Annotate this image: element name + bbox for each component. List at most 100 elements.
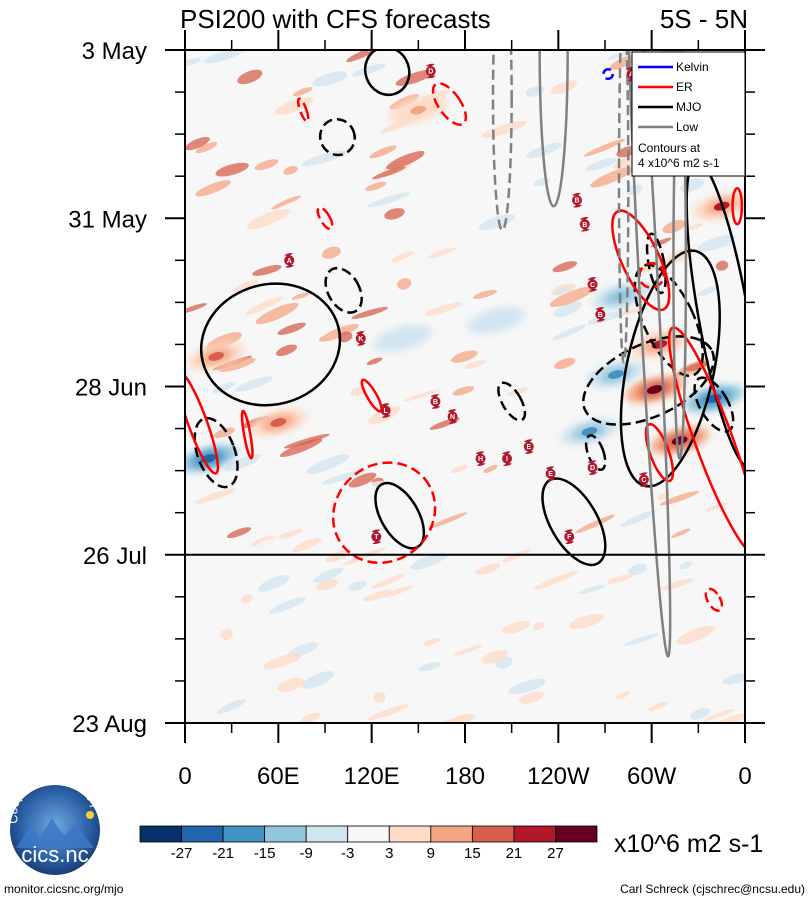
anomaly-blob <box>508 167 534 181</box>
anomaly-blob <box>346 50 380 63</box>
anomaly-blob <box>689 708 711 720</box>
storm-marker: D <box>587 460 598 475</box>
storm-label: C <box>641 477 646 484</box>
anomaly-core <box>270 418 287 427</box>
anomaly-blob <box>533 570 579 590</box>
storm-marker: I <box>502 451 512 466</box>
storm-label: B <box>433 399 438 406</box>
anomaly-core <box>646 385 663 394</box>
anomaly-blob <box>553 301 582 318</box>
anomaly-blob <box>312 567 344 583</box>
anomaly-core <box>608 370 624 379</box>
anomaly-blob <box>531 231 577 249</box>
x-tick-label: 60W <box>627 763 677 790</box>
anomaly-blob <box>475 563 501 575</box>
contour-er-pos <box>240 409 254 460</box>
legend-label-mjo: MJO <box>676 100 701 114</box>
contour-er-neg <box>316 206 334 231</box>
x-tick-label: 60E <box>257 763 300 790</box>
chart-region: 5S - 5N <box>660 4 748 34</box>
anomaly-blob <box>275 97 314 115</box>
anomaly-core <box>581 427 598 436</box>
anomaly-core <box>394 334 411 343</box>
storm-arm-bottom <box>372 540 382 544</box>
contour-er-pos <box>360 378 383 413</box>
anomaly-blob <box>501 621 531 634</box>
contour-low-pos <box>538 50 569 208</box>
legend-label-low: Low <box>676 120 698 134</box>
anomaly-blob <box>624 633 659 646</box>
storm-marker: H <box>475 451 486 466</box>
contour-mjo-neg <box>318 118 356 157</box>
anomaly-blob <box>464 360 486 369</box>
anomaly-blob <box>627 563 647 576</box>
storm-arm-top <box>638 472 648 476</box>
storm-arm-top <box>564 529 574 533</box>
storm-label: F <box>567 534 572 541</box>
anomaly-blob <box>217 699 247 714</box>
anomaly-blob <box>237 69 263 85</box>
anomaly-blob <box>418 662 441 672</box>
storm-label: B <box>574 198 579 205</box>
anomaly-blob <box>492 404 525 419</box>
y-tick-label: 26 Jul <box>83 543 147 570</box>
x-tick-label: 180 <box>445 763 485 790</box>
anomaly-blob <box>583 397 619 413</box>
anomaly-blob <box>370 574 406 589</box>
x-axis: 0 60E 120E 180 120W 60W 0 <box>178 30 752 790</box>
contour-mjo-neg <box>633 263 704 378</box>
colorbar-swatch <box>388 825 432 843</box>
anomaly-blob <box>240 594 253 604</box>
anomaly-blob <box>387 215 420 229</box>
legend-label-er: ER <box>676 80 693 94</box>
anomaly-blob <box>383 585 414 598</box>
anomaly-blob <box>277 322 306 336</box>
anomaly-blob <box>587 311 624 325</box>
storm-arm-top <box>425 63 435 68</box>
colorbar-label: -3 <box>341 845 354 862</box>
anomaly-blob <box>590 166 634 188</box>
storm-label: A <box>287 258 292 265</box>
anomaly-blob <box>687 223 703 231</box>
anomaly-blob <box>621 510 656 527</box>
colorbar-swatch <box>430 825 473 843</box>
anomaly-blob <box>275 344 298 357</box>
anomaly-blob <box>615 691 631 700</box>
anomaly-blob <box>371 166 406 180</box>
storm-marker: B <box>579 217 590 232</box>
anomaly-blob <box>508 678 546 695</box>
footer-url[interactable]: monitor.cicsnc.org/mjo <box>4 882 124 896</box>
anomaly-blob <box>254 159 279 171</box>
anomaly-blob <box>220 629 233 641</box>
logo-ring-text: Cooperative Institute for Climate and Sa… <box>0 0 101 824</box>
storm-eye <box>572 195 582 206</box>
contour-er-neg <box>431 82 468 126</box>
anomaly-blob <box>579 584 606 594</box>
anomaly-blob <box>278 529 303 539</box>
chart-title: PSI200 with CFS forecasts <box>180 4 491 34</box>
anomaly-blob <box>269 597 306 614</box>
storm-eye <box>523 441 534 452</box>
anomaly-blob <box>263 653 303 670</box>
anomaly-blob <box>507 387 529 396</box>
storm-eye <box>638 474 649 485</box>
anomaly-blob <box>215 162 249 177</box>
anomaly-blob <box>255 302 299 325</box>
anomaly-blob <box>447 713 475 723</box>
anomaly-blob <box>226 527 252 539</box>
colorbar-label: 3 <box>385 845 393 862</box>
anomaly-blob <box>547 282 565 291</box>
storm-arm-top <box>523 439 533 443</box>
storm-eye <box>595 309 606 320</box>
storm-arm-top <box>579 217 589 221</box>
anomaly-blob <box>659 490 700 506</box>
storm-arm-top <box>355 331 365 335</box>
anomaly-blob <box>302 671 335 689</box>
anomaly-blob <box>557 370 583 384</box>
storm-marker: A <box>284 253 295 268</box>
storm-arm-bottom <box>596 318 606 322</box>
legend-box <box>631 51 746 177</box>
colorbar-swatch <box>181 825 224 843</box>
anomaly-blob <box>569 613 604 629</box>
